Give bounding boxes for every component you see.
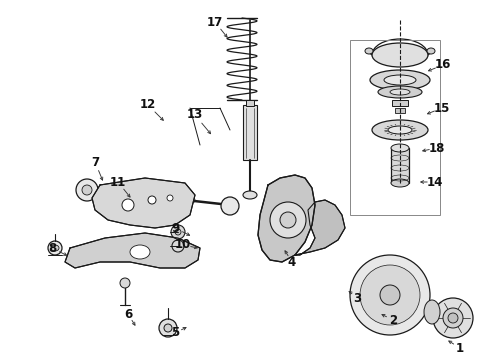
Ellipse shape xyxy=(51,245,59,251)
Circle shape xyxy=(76,179,98,201)
Circle shape xyxy=(360,265,420,325)
Circle shape xyxy=(448,313,458,323)
Circle shape xyxy=(172,240,184,252)
Circle shape xyxy=(443,308,463,328)
Ellipse shape xyxy=(130,245,150,259)
Circle shape xyxy=(221,197,239,215)
Text: 11: 11 xyxy=(110,175,126,189)
Bar xyxy=(350,40,440,215)
Text: 15: 15 xyxy=(434,102,450,114)
Ellipse shape xyxy=(372,120,428,140)
Ellipse shape xyxy=(378,86,422,98)
Circle shape xyxy=(380,285,400,305)
Circle shape xyxy=(159,319,177,337)
Bar xyxy=(243,105,257,160)
Ellipse shape xyxy=(390,89,410,95)
Polygon shape xyxy=(65,233,200,268)
Ellipse shape xyxy=(370,70,430,90)
Circle shape xyxy=(148,196,156,204)
Circle shape xyxy=(122,199,134,211)
Circle shape xyxy=(171,225,185,239)
Polygon shape xyxy=(258,175,315,262)
Text: 17: 17 xyxy=(207,15,223,28)
Bar xyxy=(392,100,408,106)
Ellipse shape xyxy=(384,75,416,85)
Circle shape xyxy=(120,278,130,288)
Bar xyxy=(391,148,409,183)
Polygon shape xyxy=(295,200,345,255)
Ellipse shape xyxy=(391,144,409,152)
Text: 16: 16 xyxy=(435,58,451,72)
Ellipse shape xyxy=(365,48,373,54)
Bar xyxy=(395,108,405,113)
Text: 12: 12 xyxy=(140,99,156,112)
Text: 14: 14 xyxy=(427,175,443,189)
Bar xyxy=(246,100,254,106)
Circle shape xyxy=(48,241,62,255)
Text: 9: 9 xyxy=(171,221,179,234)
Circle shape xyxy=(280,212,296,228)
Text: 10: 10 xyxy=(175,238,191,252)
Circle shape xyxy=(82,185,92,195)
Circle shape xyxy=(350,255,430,335)
Polygon shape xyxy=(92,178,195,228)
Text: 8: 8 xyxy=(48,242,56,255)
Circle shape xyxy=(270,202,306,238)
Circle shape xyxy=(175,229,181,235)
Text: 3: 3 xyxy=(353,292,361,305)
Ellipse shape xyxy=(424,300,440,324)
Text: 6: 6 xyxy=(124,307,132,320)
Ellipse shape xyxy=(391,179,409,187)
Ellipse shape xyxy=(388,126,412,134)
Circle shape xyxy=(167,195,173,201)
Text: 1: 1 xyxy=(456,342,464,355)
Ellipse shape xyxy=(427,48,435,54)
Text: 18: 18 xyxy=(429,141,445,154)
Text: 5: 5 xyxy=(171,327,179,339)
Circle shape xyxy=(433,298,473,338)
Ellipse shape xyxy=(243,191,257,199)
Text: 7: 7 xyxy=(91,156,99,168)
Text: 2: 2 xyxy=(389,314,397,327)
Text: 13: 13 xyxy=(187,108,203,122)
Ellipse shape xyxy=(372,43,428,67)
Circle shape xyxy=(164,324,172,332)
Text: 4: 4 xyxy=(288,256,296,269)
